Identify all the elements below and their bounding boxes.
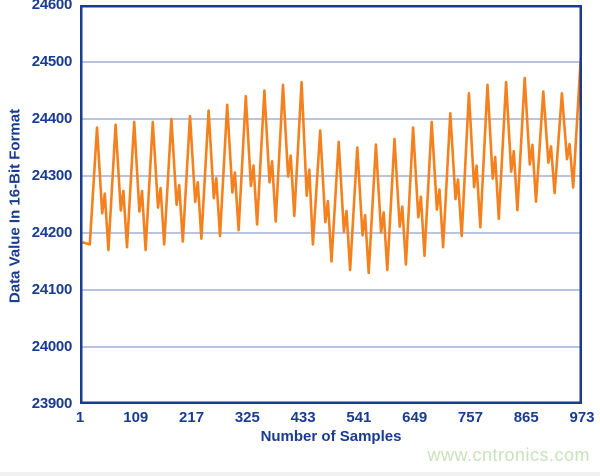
x-tick-label: 217: [179, 409, 205, 426]
x-tick-label: 325: [234, 409, 260, 426]
bottom-strip: [0, 472, 600, 476]
data-series-line: [80, 34, 582, 275]
watermark: www.cntronics.com: [427, 445, 590, 465]
x-axis-title: Number of Samples: [260, 428, 402, 445]
x-tick-label: 757: [457, 409, 483, 426]
y-axis-title: Data Value In 16-Bit Format: [6, 108, 24, 304]
x-tick-label: 973: [569, 409, 595, 426]
y-tick-label: 24300: [31, 167, 73, 184]
y-tick-label: 24600: [31, 0, 73, 13]
y-tick-label: 24200: [31, 224, 73, 241]
x-tick-label: 865: [513, 409, 539, 426]
plot-area: [80, 5, 582, 404]
plot-border: [80, 5, 582, 404]
y-tick-label: 24400: [31, 110, 73, 127]
x-tick-label: 1: [75, 409, 85, 426]
y-tick-label: 24000: [31, 338, 73, 355]
x-tick-label: 541: [346, 409, 372, 426]
y-tick-label: 24100: [31, 281, 73, 298]
y-tick-label: 23900: [31, 395, 73, 412]
x-tick-label: 649: [402, 409, 428, 426]
y-tick-label: 24500: [31, 53, 73, 70]
x-tick-label: 109: [123, 409, 149, 426]
x-tick-label: 433: [290, 409, 316, 426]
